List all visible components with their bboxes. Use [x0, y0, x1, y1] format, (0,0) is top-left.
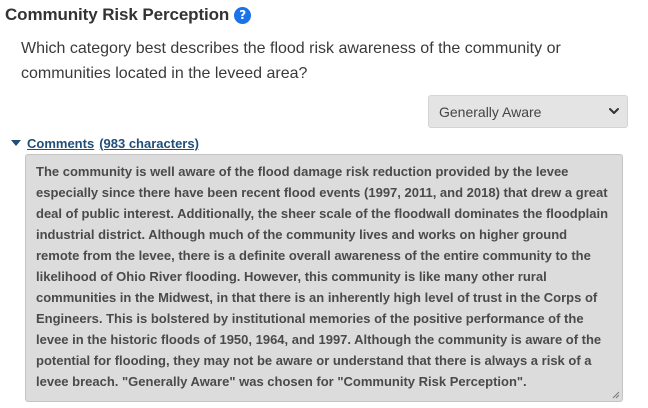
comments-textarea[interactable]: The community is well aware of the flood…	[25, 154, 623, 402]
chevron-down-icon	[609, 108, 619, 114]
risk-perception-select[interactable]: Generally Aware	[428, 95, 628, 128]
comments-link[interactable]: Comments	[27, 135, 95, 151]
character-count: (983 characters)	[99, 135, 199, 151]
question-circle-icon[interactable]: ?	[234, 6, 252, 24]
section-header: Community Risk Perception ?	[5, 4, 252, 26]
comments-toggle[interactable]: Comments (983 characters)	[11, 135, 199, 151]
section-title: Community Risk Perception	[5, 5, 230, 24]
comments-text: The community is well aware of the flood…	[36, 164, 609, 389]
collapse-triangle-icon[interactable]	[11, 140, 21, 146]
question-text: Which category best describes the flood …	[21, 40, 561, 82]
resize-handle-icon[interactable]	[612, 391, 620, 399]
select-value: Generally Aware	[439, 103, 542, 120]
